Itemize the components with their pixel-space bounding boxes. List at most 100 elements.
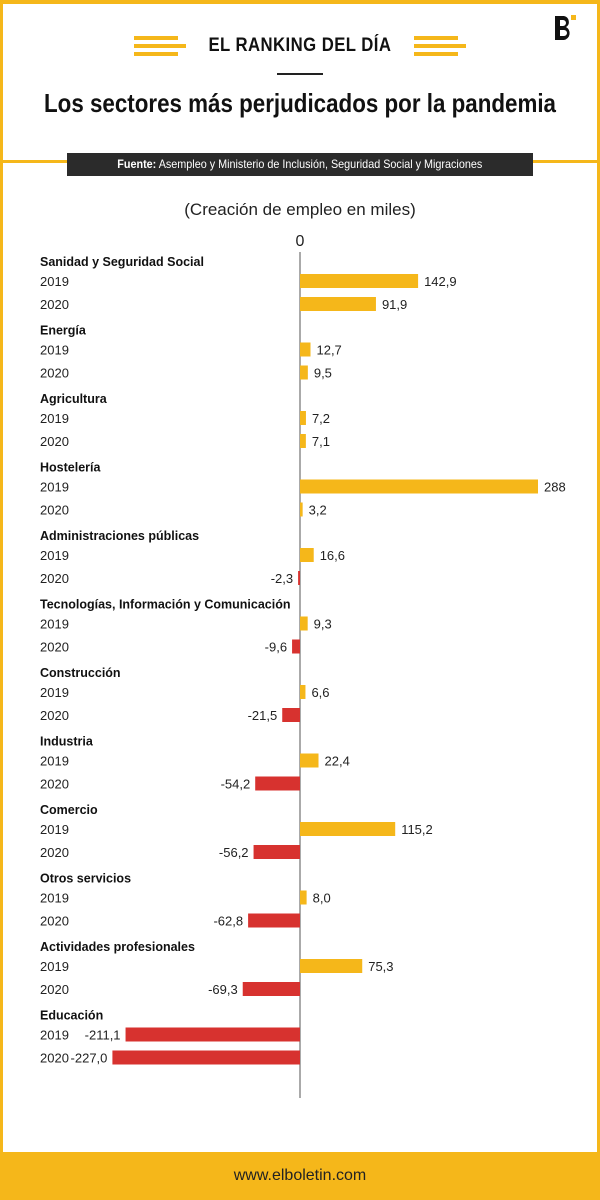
bar [255, 776, 300, 791]
bar [292, 639, 300, 654]
category-label: Agricultura [40, 392, 108, 406]
value-label: -9,6 [265, 640, 287, 655]
category-label: Hostelería [40, 461, 101, 475]
kicker-row: EL RANKING DEL DÍA [0, 30, 600, 62]
year-label: 2019 [40, 548, 69, 563]
value-label: -21,5 [248, 708, 278, 723]
bar [242, 982, 300, 996]
value-label: -69,3 [208, 982, 238, 997]
top-accent-bar [0, 0, 600, 4]
value-label: 3,2 [309, 503, 327, 518]
value-label: 12,7 [316, 343, 341, 358]
year-label: 2020 [40, 1051, 69, 1066]
bar [300, 753, 319, 768]
bar [125, 1027, 300, 1042]
category-label: Actividades profesionales [40, 940, 195, 954]
source-banner: Fuente: Asempleo y Ministerio de Inclusi… [67, 153, 533, 176]
value-label: 9,5 [314, 366, 332, 381]
value-label: -56,2 [219, 845, 249, 860]
bar [300, 959, 363, 973]
zero-axis-label: 0 [296, 233, 305, 250]
value-label: 91,9 [382, 297, 407, 312]
value-label: 22,4 [325, 754, 350, 769]
value-label: 6,6 [311, 685, 329, 700]
value-label: -62,8 [213, 914, 243, 929]
value-label: 8,0 [313, 891, 331, 906]
bar [300, 502, 303, 517]
year-label: 2020 [40, 640, 69, 655]
category-label: Educación [40, 1009, 103, 1023]
year-label: 2019 [40, 959, 69, 974]
category-label: Sanidad y Seguridad Social [40, 255, 204, 269]
bar [300, 297, 376, 311]
bar [300, 548, 314, 562]
year-label: 2020 [40, 366, 69, 381]
chart-subtitle: (Creación de empleo en miles) [184, 200, 416, 219]
category-label: Tecnologías, Información y Comunicación [40, 598, 291, 612]
value-label: -2,3 [271, 571, 293, 586]
value-label: 288 [544, 480, 566, 495]
footer-bar: www.elboletin.com [0, 1152, 600, 1200]
left-stripes-decoration [134, 36, 187, 56]
bar [248, 913, 300, 928]
value-label: 7,2 [312, 411, 330, 426]
year-label: 2020 [40, 982, 69, 997]
bar [300, 434, 306, 448]
value-label: 7,1 [312, 434, 330, 449]
category-label: Administraciones públicas [40, 529, 199, 543]
category-label: Otros servicios [40, 872, 131, 886]
year-label: 2019 [40, 617, 69, 632]
source-label: Fuente: [117, 157, 157, 171]
year-label: 2020 [40, 297, 69, 312]
category-label: Construcción [40, 666, 121, 680]
year-label: 2019 [40, 1028, 69, 1043]
bar [300, 411, 306, 425]
year-label: 2020 [40, 914, 69, 929]
year-label: 2019 [40, 480, 69, 495]
year-label: 2019 [40, 343, 69, 358]
bar [298, 571, 300, 585]
year-label: 2020 [40, 777, 69, 792]
value-label: -211,1 [85, 1028, 121, 1043]
value-label: 9,3 [314, 617, 332, 632]
bar [112, 1050, 300, 1065]
year-label: 2019 [40, 822, 69, 837]
value-label: -227,0 [71, 1051, 108, 1066]
year-label: 2020 [40, 503, 69, 518]
year-label: 2019 [40, 685, 69, 700]
page-title: Los sectores más perjudicados por la pan… [44, 88, 556, 118]
bar [300, 890, 307, 905]
source-text: Asempleo y Ministerio de Inclusión, Segu… [158, 157, 483, 171]
year-label: 2019 [40, 754, 69, 769]
bar [300, 685, 306, 699]
footer-url: www.elboletin.com [233, 1167, 367, 1184]
right-stripes-decoration [413, 36, 466, 56]
elboletin-logo-icon [555, 15, 576, 40]
value-label: 16,6 [320, 548, 345, 563]
year-label: 2020 [40, 708, 69, 723]
bar [253, 845, 300, 859]
value-label: 115,2 [401, 822, 433, 837]
category-label: Comercio [40, 803, 98, 817]
year-label: 2019 [40, 891, 69, 906]
year-label: 2020 [40, 571, 69, 586]
bar [300, 822, 396, 836]
bar [300, 616, 308, 631]
year-label: 2020 [40, 845, 69, 860]
category-label: Industria [40, 735, 94, 749]
category-label: Energía [40, 324, 87, 338]
year-label: 2019 [40, 274, 69, 289]
title-rule [277, 73, 323, 75]
value-label: -54,2 [221, 777, 251, 792]
kicker-title: EL RANKING DEL DÍA [208, 35, 392, 56]
bar [300, 365, 308, 380]
value-label: 142,9 [424, 274, 457, 289]
value-label: 75,3 [368, 959, 393, 974]
bar [282, 708, 300, 722]
year-label: 2019 [40, 411, 69, 426]
bar [300, 342, 311, 357]
year-label: 2020 [40, 434, 69, 449]
bar [300, 274, 419, 288]
